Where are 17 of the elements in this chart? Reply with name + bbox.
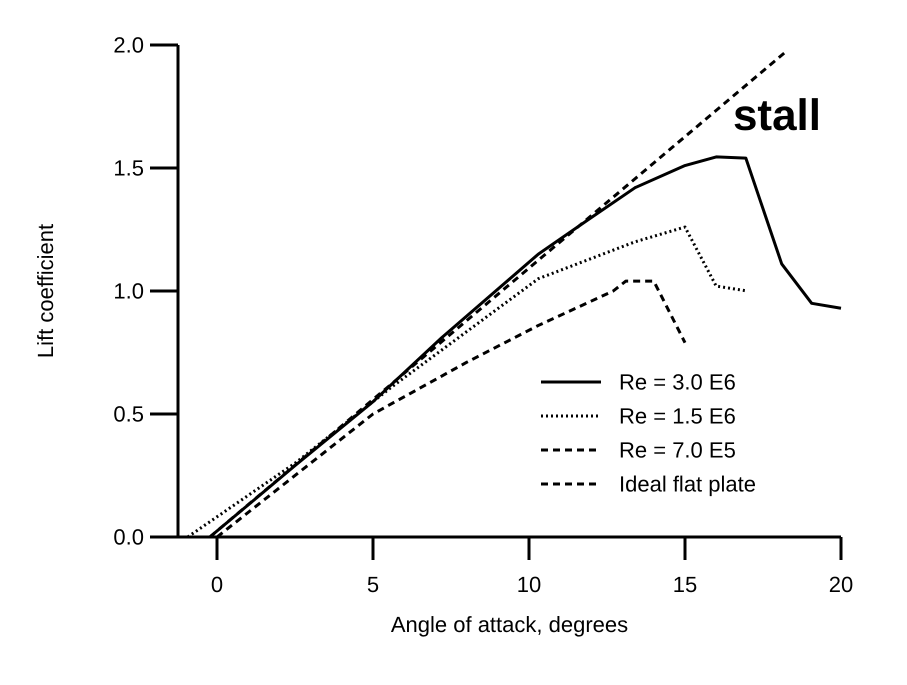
- x-tick-label: 5: [366, 572, 380, 597]
- legend-label: Ideal flat plate: [619, 472, 756, 497]
- x-tick-label: 0: [210, 572, 224, 597]
- y-tick-label: 1.5: [113, 156, 144, 181]
- y-axis-title: Lift coefficient: [33, 224, 58, 358]
- x-axis-title: Angle of attack, degrees: [390, 612, 628, 637]
- legend-label: Re = 7.0 E5: [619, 438, 736, 463]
- annotation: stall: [732, 91, 821, 140]
- x-tick-label: 20: [828, 572, 854, 597]
- y-tick-label: 0.5: [113, 402, 144, 427]
- x-tick-label: 10: [516, 572, 542, 597]
- y-tick-label: 1.0: [113, 278, 144, 304]
- legend-label: Re = 1.5 E6: [619, 404, 736, 429]
- x-tick-label: 15: [672, 572, 698, 597]
- y-tick-label: 0.0: [113, 524, 144, 550]
- y-tick-label: 2.0: [113, 32, 144, 58]
- legend-label: Re = 3.0 E6: [619, 370, 736, 395]
